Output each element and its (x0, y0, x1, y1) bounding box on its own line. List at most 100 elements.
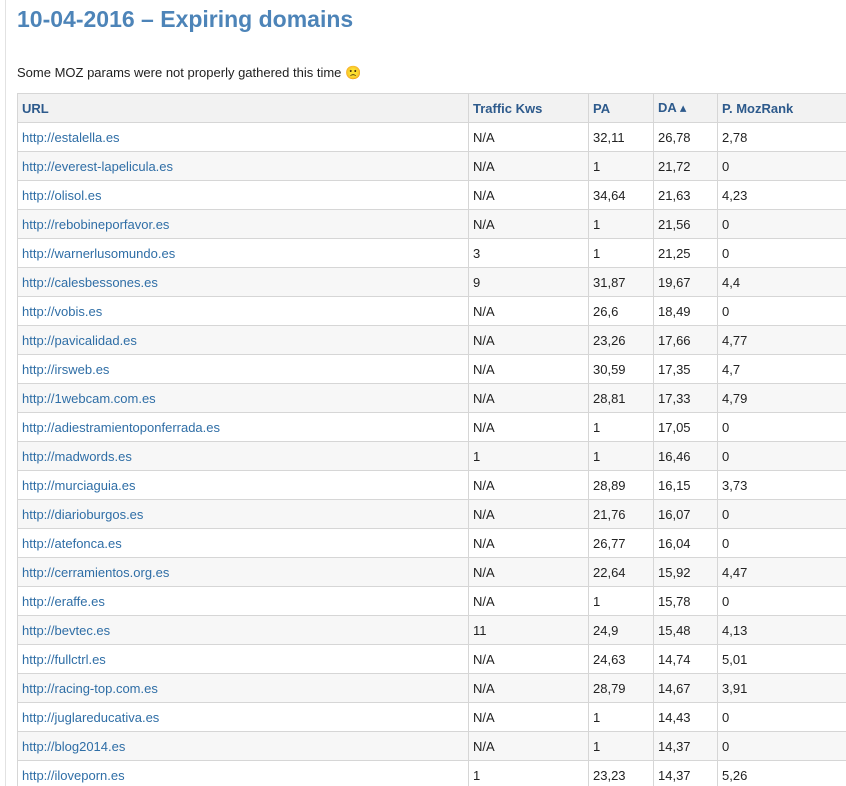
table-cell: N/A (468, 528, 589, 558)
domain-link[interactable]: http://cerramientos.org.es (22, 564, 170, 580)
column-header[interactable]: Traffic Kws (468, 93, 589, 123)
domain-link[interactable]: http://diarioburgos.es (22, 506, 144, 522)
table-row: http://racing-top.com.es N/A 28,79 14,67 3,9… (17, 673, 846, 703)
domain-link[interactable]: http://warnerlusomundo.es (22, 245, 176, 261)
table-cell: N/A (468, 209, 589, 239)
table-row: http://vobis.es N/A 26,6 18,49 0 (17, 296, 846, 326)
table-row: http://bevtec.es 11 24,9 15,48 4,13 (17, 615, 846, 645)
table-cell: N/A (468, 180, 589, 210)
table-cell: 16,07 (653, 499, 718, 529)
table-row: http://pavicalidad.es N/A 23,26 17,66 4,77 (17, 325, 846, 355)
table-row: http://juglareducativa.es N/A 1 14,43 0 (17, 702, 846, 732)
table-cell: 26,77 (588, 528, 654, 558)
domain-link[interactable]: http://everest-lapelicula.es (22, 158, 174, 174)
table-cell: N/A (468, 644, 589, 674)
table-cell: 0 (717, 499, 846, 529)
table-head: URL Traffic Kws PA DA ▴ P. MozRank (17, 93, 846, 123)
domain-link[interactable]: http://pavicalidad.es (22, 332, 137, 348)
url-cell: http://eraffe.es (17, 586, 469, 616)
table-cell: 0 (717, 586, 846, 616)
table-cell: 28,79 (588, 673, 654, 703)
domain-link[interactable]: http://calesbessones.es (22, 274, 158, 290)
table-cell: N/A (468, 470, 589, 500)
table-cell: 15,48 (653, 615, 718, 645)
table-cell: 34,64 (588, 180, 654, 210)
table-cell: 1 (468, 760, 589, 786)
url-cell: http://diarioburgos.es (17, 499, 469, 529)
table-cell: N/A (468, 383, 589, 413)
table-row: http://warnerlusomundo.es 3 1 21,25 0 (17, 238, 846, 268)
domain-link[interactable]: http://murciaguia.es (22, 477, 136, 493)
table-row: http://iloveporn.es 1 23,23 14,37 5,26 (17, 760, 846, 786)
domain-link[interactable]: http://fullctrl.es (22, 651, 106, 667)
table-row: http://rebobineporfavor.es N/A 1 21,56 0 (17, 209, 846, 239)
domain-link[interactable]: http://rebobineporfavor.es (22, 216, 170, 232)
column-header[interactable]: URL (17, 93, 469, 123)
domain-link[interactable]: http://blog2014.es (22, 738, 126, 754)
table-row: http://1webcam.com.es N/A 28,81 17,33 4,79 (17, 383, 846, 413)
table-cell: 0 (717, 441, 846, 471)
table-row: http://estalella.es N/A 32,11 26,78 2,78 (17, 122, 846, 152)
table-cell: 4,47 (717, 557, 846, 587)
table-row: http://eraffe.es N/A 1 15,78 0 (17, 586, 846, 616)
table-cell: 23,26 (588, 325, 654, 355)
table-cell: 0 (717, 238, 846, 268)
table-cell: 1 (588, 412, 654, 442)
table-cell: 28,81 (588, 383, 654, 413)
column-header[interactable]: P. MozRank (717, 93, 846, 123)
url-cell: http://everest-lapelicula.es (17, 151, 469, 181)
table-cell: N/A (468, 354, 589, 384)
table-body: http://estalella.es N/A 32,11 26,78 2,78 http… (17, 122, 846, 786)
domain-link[interactable]: http://eraffe.es (22, 593, 105, 609)
table-cell: 2,78 (717, 122, 846, 152)
table-cell: N/A (468, 499, 589, 529)
table-cell: 17,35 (653, 354, 718, 384)
domain-link[interactable]: http://racing-top.com.es (22, 680, 158, 696)
table-cell: 1 (468, 441, 589, 471)
url-cell: http://warnerlusomundo.es (17, 238, 469, 268)
url-cell: http://bevtec.es (17, 615, 469, 645)
table-cell: 4,77 (717, 325, 846, 355)
url-cell: http://madwords.es (17, 441, 469, 471)
url-cell: http://adiestramientoponferrada.es (17, 412, 469, 442)
domain-link[interactable]: http://irsweb.es (22, 361, 110, 377)
table-cell: 1 (588, 209, 654, 239)
url-cell: http://fullctrl.es (17, 644, 469, 674)
url-cell: http://olisol.es (17, 180, 469, 210)
domain-link[interactable]: http://vobis.es (22, 303, 103, 319)
table-cell: 4,13 (717, 615, 846, 645)
table-cell: N/A (468, 122, 589, 152)
table-cell: 22,64 (588, 557, 654, 587)
table-row: http://adiestramientoponferrada.es N/A 1 17… (17, 412, 846, 442)
domain-link[interactable]: http://estalella.es (22, 129, 120, 145)
table-row: http://everest-lapelicula.es N/A 1 21,72 0 (17, 151, 846, 181)
table-row: http://diarioburgos.es N/A 21,76 16,07 0 (17, 499, 846, 529)
table-row: http://atefonca.es N/A 26,77 16,04 0 (17, 528, 846, 558)
column-header[interactable]: PA (588, 93, 654, 123)
url-cell: http://murciaguia.es (17, 470, 469, 500)
table-cell: N/A (468, 296, 589, 326)
domain-link[interactable]: http://iloveporn.es (22, 767, 125, 783)
table-cell: 14,74 (653, 644, 718, 674)
table-cell: 0 (717, 151, 846, 181)
domain-link[interactable]: http://juglareducativa.es (22, 709, 160, 725)
table-cell: 19,67 (653, 267, 718, 297)
url-cell: http://rebobineporfavor.es (17, 209, 469, 239)
table-cell: 26,6 (588, 296, 654, 326)
domain-link[interactable]: http://atefonca.es (22, 535, 122, 551)
domain-link[interactable]: http://madwords.es (22, 448, 132, 464)
table-cell: 3,91 (717, 673, 846, 703)
edge-line (5, 0, 6, 786)
table-cell: 11 (468, 615, 589, 645)
column-header[interactable]: DA ▴ (653, 93, 718, 123)
domain-link[interactable]: http://olisol.es (22, 187, 102, 203)
table-cell: 21,63 (653, 180, 718, 210)
table-cell: 24,9 (588, 615, 654, 645)
table-cell: 30,59 (588, 354, 654, 384)
domain-link[interactable]: http://bevtec.es (22, 622, 111, 638)
table-cell: 16,46 (653, 441, 718, 471)
domain-link[interactable]: http://adiestramientoponferrada.es (22, 419, 221, 435)
table-cell: 1 (588, 731, 654, 761)
table-cell: 0 (717, 731, 846, 761)
domain-link[interactable]: http://1webcam.com.es (22, 390, 156, 406)
